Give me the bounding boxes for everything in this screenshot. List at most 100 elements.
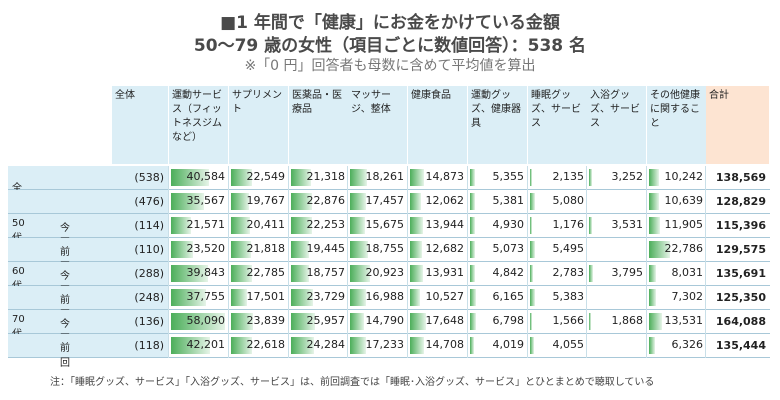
value-label: 21,818 [246, 242, 286, 255]
value-label: 12,062 [425, 194, 465, 207]
value-cell: 40,584 [169, 166, 229, 189]
value-bar [410, 217, 423, 234]
value-bar [589, 265, 593, 282]
value-cell: 19,445 [289, 238, 349, 261]
value-label: 23,839 [246, 314, 286, 327]
value-label: 19,445 [306, 242, 346, 255]
value-cell: 22,785 [229, 262, 289, 285]
sample-size: (118) [134, 339, 164, 352]
value-cell: 16,988 [348, 286, 408, 309]
value-bar [291, 217, 312, 234]
value-label: 14,708 [425, 338, 465, 351]
value-cell: 10,242 [647, 166, 707, 189]
value-bar [231, 241, 252, 258]
value-bar [470, 169, 475, 186]
total-value: 115,396 [715, 219, 766, 232]
value-cell: 1,566 [528, 310, 588, 333]
value-label: 10,242 [664, 170, 704, 183]
value-label: 2,783 [552, 266, 585, 279]
column-divider [228, 166, 229, 358]
column-header: その他健康に関すること [647, 86, 707, 164]
value-bar [291, 337, 314, 354]
total-value: 135,691 [715, 267, 766, 280]
row-label-cell [8, 214, 169, 237]
value-cell: 39,843 [169, 262, 229, 285]
value-cell: 3,795 [587, 262, 647, 285]
value-cell: 5,381 [468, 190, 528, 213]
value-label: 20,923 [365, 266, 405, 279]
value-cell: 18,261 [348, 166, 408, 189]
value-bar [530, 289, 536, 306]
value-bar [231, 337, 253, 354]
value-label: 16,988 [365, 290, 405, 303]
value-bar [470, 193, 476, 210]
value-label: 11,905 [664, 218, 704, 231]
value-cell: 1,868 [587, 310, 647, 333]
value-bar [589, 169, 593, 186]
column-header: 運動グッズ、健康器具 [468, 86, 528, 164]
value-cell: 14,790 [348, 310, 408, 333]
value-bar [649, 289, 656, 306]
value-cell: 42,201 [169, 334, 229, 357]
value-cell: 2,135 [528, 166, 588, 189]
value-label: 15,675 [365, 218, 405, 231]
row-label-cell [8, 190, 169, 213]
value-bar [171, 193, 205, 210]
row-divider [8, 357, 770, 358]
value-cell: 6,165 [468, 286, 528, 309]
value-bar [410, 337, 424, 354]
value-bar [231, 289, 248, 306]
value-bar [410, 241, 422, 258]
value-label: 5,073 [492, 242, 525, 255]
value-label: 13,531 [664, 314, 704, 327]
column-divider [527, 166, 528, 358]
row-label-cell [8, 310, 169, 333]
value-label: 23,520 [186, 242, 226, 255]
sample-size: (248) [134, 291, 164, 304]
value-bar [231, 169, 253, 186]
value-cell: 19,767 [229, 190, 289, 213]
value-cell: 13,531 [647, 310, 707, 333]
value-bar [291, 241, 310, 258]
value-label: 17,501 [246, 290, 286, 303]
value-label: 25,957 [306, 314, 346, 327]
value-cell: 1,176 [528, 214, 588, 237]
value-cell: 35,567 [169, 190, 229, 213]
value-label: 22,618 [246, 338, 286, 351]
value-bar [530, 337, 534, 354]
value-cell: 18,757 [289, 262, 349, 285]
value-cell: 5,355 [468, 166, 528, 189]
value-bar [530, 313, 532, 330]
row-sub-label: 前回 [60, 343, 70, 369]
value-bar [470, 313, 477, 330]
value-label: 18,261 [365, 170, 405, 183]
value-cell: 5,383 [528, 286, 588, 309]
sample-size: (136) [134, 315, 164, 328]
value-cell: 14,873 [408, 166, 468, 189]
value-cell: 6,326 [647, 334, 707, 357]
column-divider [646, 166, 647, 358]
sample-size: (288) [134, 267, 164, 280]
row-label-cell [8, 286, 169, 309]
value-label: 3,531 [611, 218, 644, 231]
value-label: 18,755 [365, 242, 405, 255]
value-label: 35,567 [186, 194, 226, 207]
value-bar [649, 337, 655, 354]
value-bar [171, 169, 209, 186]
value-label: 5,495 [552, 242, 585, 255]
value-bar [410, 289, 420, 306]
value-cell: 12,682 [408, 238, 468, 261]
value-cell: 21,818 [229, 238, 289, 261]
value-cell: 20,411 [229, 214, 289, 237]
value-bar [410, 193, 422, 210]
total-value: 125,350 [715, 291, 766, 304]
value-cell: 5,495 [528, 238, 588, 261]
column-header: サプリメント [229, 86, 289, 164]
value-cell: 4,019 [468, 334, 528, 357]
value-bar [171, 313, 226, 330]
value-label: 22,253 [306, 218, 346, 231]
value-cell: 7,302 [647, 286, 707, 309]
footnote: 注：「睡眠グッズ、サービス」「入浴グッズ、サービス」は、前回調査では「睡眠･入浴… [50, 377, 655, 388]
value-bar [171, 241, 193, 258]
row-divider [8, 285, 770, 286]
